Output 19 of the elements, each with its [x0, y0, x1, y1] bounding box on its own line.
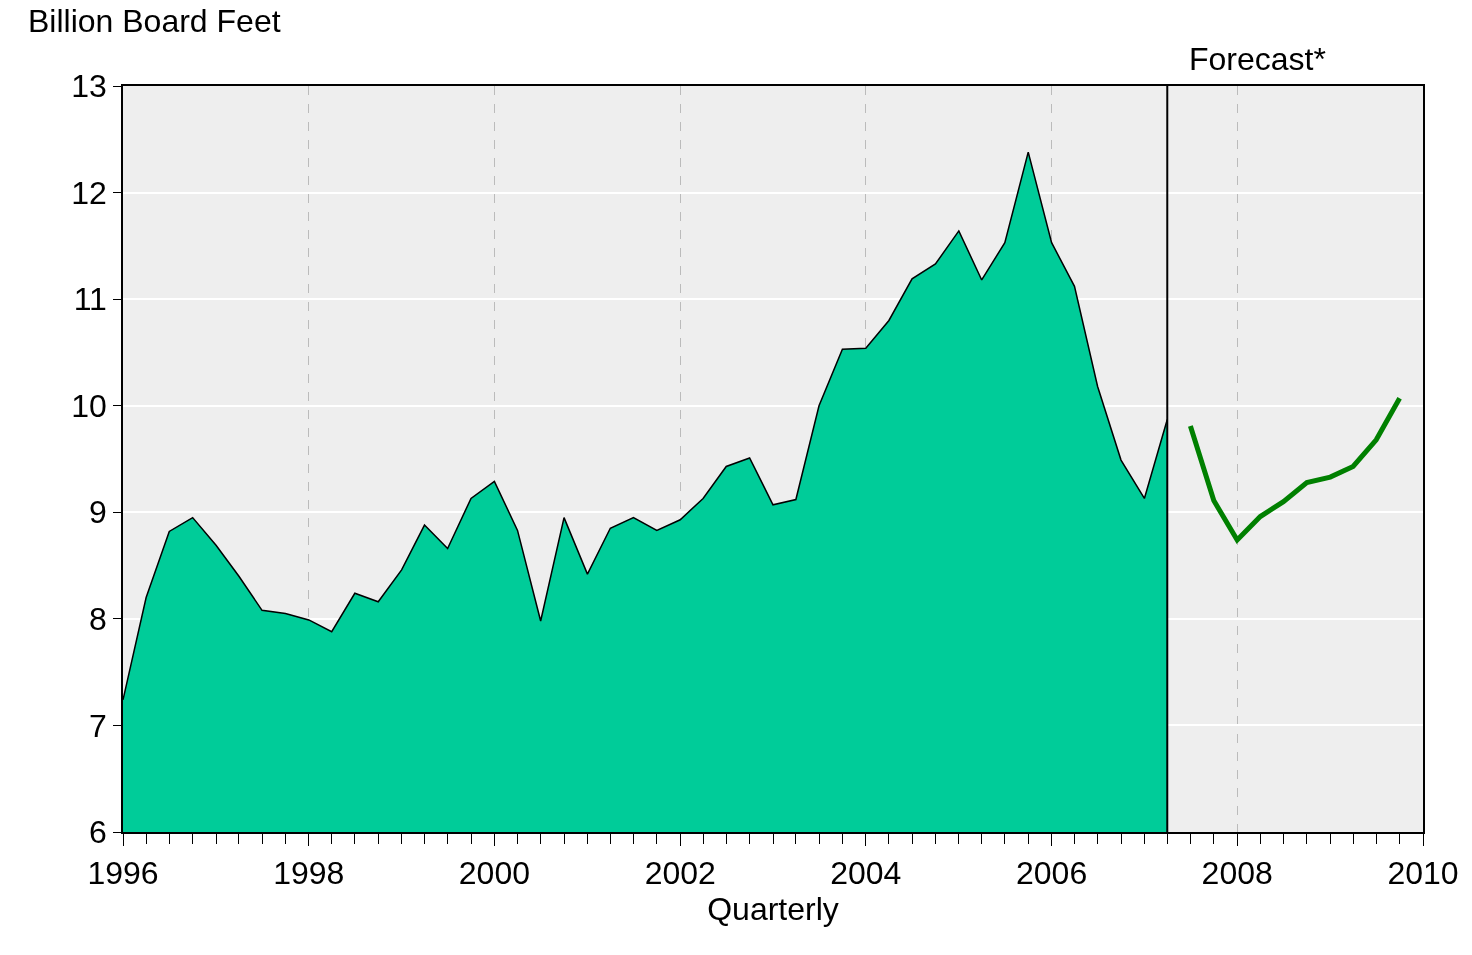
x-tick-label: 2002 — [644, 855, 716, 892]
y-tick-label: 12 — [71, 174, 107, 211]
x-tick-label: 1996 — [87, 855, 159, 892]
x-tick-label: 2004 — [830, 855, 902, 892]
x-axis-title: Quarterly — [707, 891, 839, 928]
y-tick-label: 13 — [71, 68, 107, 105]
x-tick-label: 2006 — [1016, 855, 1088, 892]
y-tick-label: 10 — [71, 387, 107, 424]
y-axis-title: Billion Board Feet — [28, 3, 281, 39]
y-tick-label: 7 — [89, 707, 107, 744]
y-tick-label: 6 — [89, 814, 107, 851]
y-tick-label: 8 — [89, 601, 107, 638]
y-tick-label: 9 — [89, 494, 107, 531]
ref-line-label: Forecast* — [1189, 41, 1326, 77]
y-tick-label: 11 — [73, 281, 107, 318]
x-tick-label: 1998 — [273, 855, 345, 892]
x-tick-label: 2000 — [458, 855, 530, 892]
x-tick-label: 2010 — [1387, 855, 1459, 892]
x-tick-label: 2008 — [1201, 855, 1273, 892]
